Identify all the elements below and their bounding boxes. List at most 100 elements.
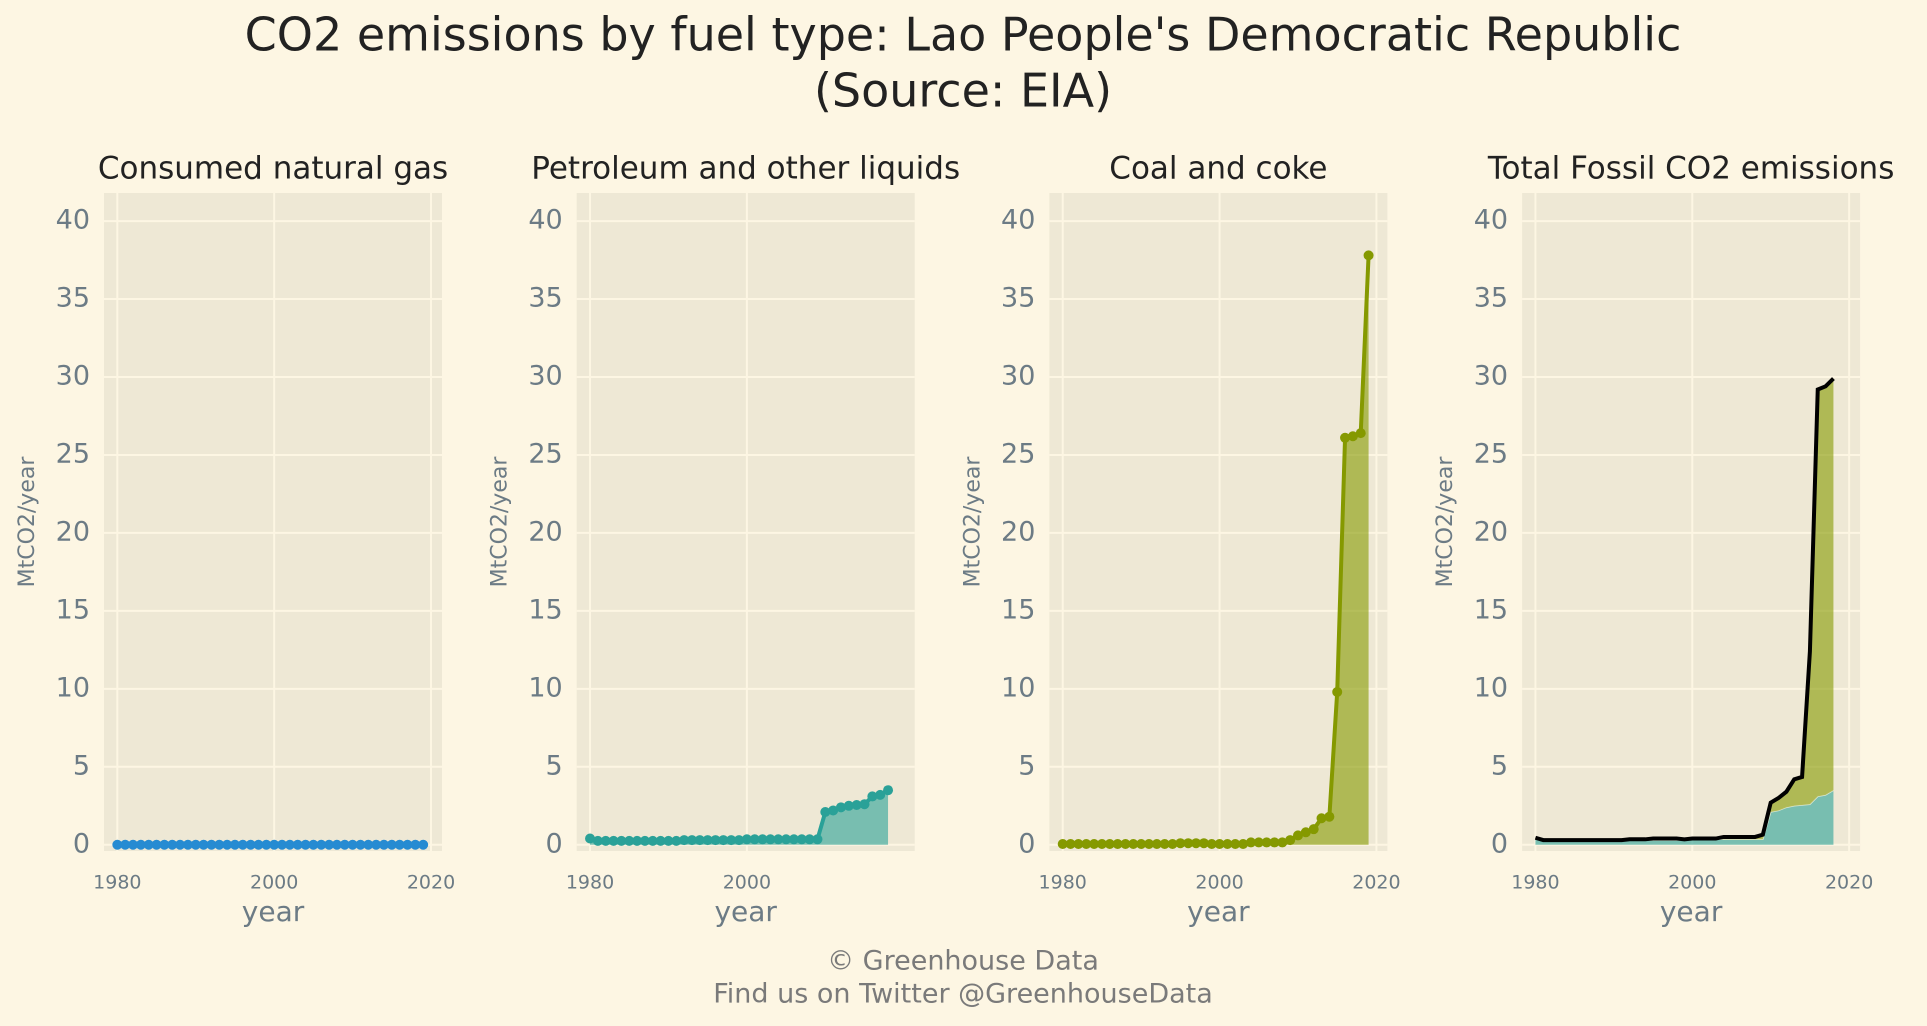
y-tick-label: 15 [528,594,562,625]
x-axis-label: year [242,895,305,928]
x-tick-label: 2020 [1352,872,1400,894]
marker [1183,838,1194,849]
marker [1128,838,1139,849]
marker [1347,431,1358,442]
marker [371,839,382,850]
marker [1159,838,1170,849]
stacked-area [1535,378,1834,841]
x-tick-label: 2000 [723,872,771,894]
marker [1081,838,1092,849]
marker [269,839,280,850]
footer: © Greenhouse Data [827,946,1099,977]
marker [1214,838,1225,849]
marker [1096,838,1107,849]
total-line [1534,377,1835,843]
marker [214,839,225,850]
marker [222,839,233,850]
marker [702,835,713,846]
x-axis-label: year [714,895,777,928]
marker [1057,838,1068,849]
y-tick-label: 5 [1018,750,1035,781]
y-tick-label: 30 [56,360,90,391]
marker [835,802,846,813]
y-tick-label: 20 [1474,516,1508,547]
marker [781,834,792,845]
marker [229,839,240,850]
y-tick-label: 25 [1001,438,1035,469]
marker [182,839,193,850]
marker [253,839,264,850]
panel: Consumed natural gas 0 5 10 15 20 25 30 35 40 1980… [15,151,455,929]
marker [1324,811,1335,822]
marker [308,839,319,850]
marker [867,791,878,802]
panel-title: Total Fossil CO2 emissions [1487,151,1895,187]
x-tick-label: 1980 [93,872,141,894]
marker [663,835,674,846]
panel: Total Fossil CO2 emissions 0 5 10 15 20 25 30 35… [1433,151,1894,929]
marker [812,834,823,845]
marker [175,839,186,850]
marker [1300,827,1311,838]
x-tick-label: 2000 [1195,872,1243,894]
marker [773,834,784,845]
y-tick-label: 30 [528,360,562,391]
marker [151,839,162,850]
marker [316,839,327,850]
marker [386,839,397,850]
marker [1261,837,1272,848]
x-tick-label: 1980 [566,872,614,894]
marker [1089,838,1100,849]
marker [1191,838,1202,849]
marker [616,835,627,846]
marker [1238,838,1249,849]
marker [378,839,389,850]
marker [1230,838,1241,849]
marker [608,835,619,846]
marker [710,835,721,846]
y-tick-label: 25 [1474,438,1508,469]
marker [410,839,421,850]
marker [820,807,831,818]
x-tick-label: 2020 [407,872,455,894]
marker [394,839,405,850]
y-tick-label: 5 [1491,750,1508,781]
marker [245,839,256,850]
marker [167,839,178,850]
area [590,790,889,845]
marker [300,839,311,850]
marker [632,835,643,846]
marker [1167,838,1178,849]
marker [1269,837,1280,848]
marker [671,835,682,846]
marker [324,839,335,850]
marker [1363,250,1374,261]
marker [647,835,658,846]
panel-title: Petroleum and other liquids [531,151,960,187]
marker [1151,838,1162,849]
marker [237,839,248,850]
y-tick-label: 25 [528,438,562,469]
x-tick-label: 1980 [1039,872,1087,894]
panel: Petroleum and other liquids 0 5 10 15 20 25 30 3… [488,151,960,929]
marker [355,839,366,850]
stacked-area [1535,790,1834,845]
marker [1120,838,1131,849]
y-tick-label: 20 [56,516,90,547]
x-axis-label: year [1660,895,1723,928]
y-axis-label: MtCO2/year [1433,456,1458,588]
marker [765,834,776,845]
panel-title: Consumed natural gas [98,151,448,187]
marker [875,789,886,800]
marker [112,839,123,850]
marker [206,839,217,850]
marker [1222,838,1233,849]
y-tick-label: 0 [546,828,563,859]
y-tick-label: 35 [1001,283,1035,314]
marker [1253,837,1264,848]
marker [1198,838,1209,849]
marker [859,799,870,810]
y-tick-label: 0 [1491,828,1508,859]
y-axis-label: MtCO2/year [15,456,40,588]
marker [331,839,342,850]
